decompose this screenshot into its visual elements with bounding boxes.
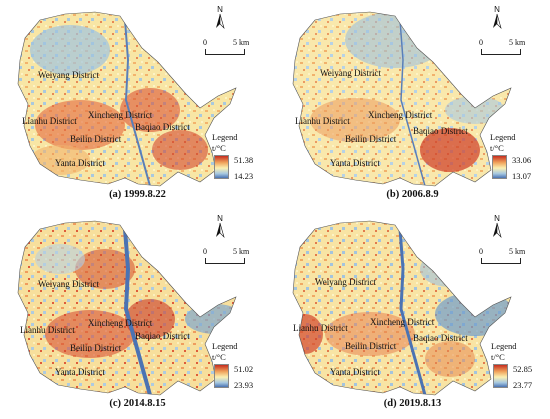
district-label-yanta: Yanta District [55, 367, 105, 377]
legend: Legend t/°C 52.85 23.77 [491, 341, 550, 401]
district-label-weiyang: Weiyang District [320, 68, 382, 78]
legend-unit: t/°C [491, 352, 505, 362]
legend-title: Legend [490, 132, 516, 142]
district-label-yanta: Yanta District [330, 367, 380, 377]
scale-label: 5 km [509, 247, 526, 256]
legend-min: 23.93 [234, 380, 254, 390]
district-label-xincheng: Xincheng District [88, 318, 153, 328]
district-label-beilin: Beilin District [345, 134, 397, 144]
map-panel-b: Weiyang District Lianhu District Xinchen… [275, 0, 550, 209]
scale-label: 5 km [233, 247, 250, 256]
scale-zero: 0 [479, 38, 483, 47]
district-label-yanta: Yanta District [55, 158, 105, 168]
north-arrow-icon [493, 13, 502, 30]
panel-caption: (c) 2014.8.15 [109, 398, 166, 409]
scale-label: 5 km [509, 38, 526, 47]
scale-zero: 0 [479, 247, 483, 256]
scale-line [481, 49, 521, 55]
legend-title: Legend [491, 341, 517, 351]
north-arrow: N [210, 5, 230, 30]
panel-caption: (a) 1999.8.22 [109, 189, 166, 200]
lst-map-c [17, 220, 237, 396]
legend-title: Legend [212, 132, 238, 142]
district-label-beilin: Beilin District [70, 343, 122, 353]
legend-unit: t/°C [490, 143, 504, 153]
scale-zero: 0 [203, 247, 207, 256]
map-panel-d: Weiyang District Lianhu District Xinchen… [275, 209, 550, 418]
district-label-beilin: Beilin District [345, 341, 397, 351]
north-arrow: N [487, 214, 507, 239]
north-letter: N [494, 5, 500, 14]
legend: Legend t/°C 51.02 23.93 [212, 341, 272, 401]
district-label-lianhu: Lianhu District [295, 116, 350, 126]
lst-map-d [292, 220, 512, 396]
district-label-weiyang: Weiyang District [38, 70, 100, 80]
scale-label: 5 km [233, 38, 250, 47]
scale-zero: 0 [203, 38, 207, 47]
legend-min: 14.23 [234, 171, 254, 181]
legend-min: 23.77 [513, 380, 533, 390]
district-label-xincheng: Xincheng District [88, 110, 153, 120]
north-arrow-icon [216, 222, 225, 239]
district-label-lianhu: Lianhu District [293, 323, 348, 333]
lst-map-b [292, 11, 512, 187]
district-label-weiyang: Weiyang District [315, 277, 377, 287]
north-letter: N [494, 214, 500, 223]
district-label-lianhu: Lianhu District [20, 325, 75, 335]
legend-max: 33.06 [512, 155, 532, 165]
district-label-lianhu: Lianhu District [22, 116, 77, 126]
north-arrow-icon [493, 222, 502, 239]
panel-caption: (d) 2019.8.13 [383, 398, 442, 409]
district-label-beilin: Beilin District [70, 134, 122, 144]
legend-color-ramp [492, 155, 507, 179]
district-label-baqiao: Baqiao District [135, 122, 190, 132]
district-label-baqiao: Baqiao District [413, 126, 468, 136]
district-label-xincheng: Xincheng District [370, 317, 435, 327]
north-arrow: N [210, 214, 230, 239]
scale-line [205, 49, 245, 55]
panel-caption: (b) 2006.8.9 [386, 189, 439, 200]
legend-max: 51.02 [234, 364, 254, 374]
legend: Legend t/°C 33.06 13.07 [490, 132, 550, 192]
scale-bar: 0 5 km [203, 38, 265, 58]
legend-max: 52.85 [513, 364, 533, 374]
scale-line [205, 258, 245, 264]
scale-bar: 0 5 km [479, 247, 541, 267]
scale-line [481, 258, 521, 264]
map-panel-a: Weiyang District Lianhu District Xinchen… [0, 0, 275, 209]
legend-min: 13.07 [512, 171, 532, 181]
scale-bar: 0 5 km [203, 247, 265, 267]
legend-unit: t/°C [212, 143, 226, 153]
legend-color-ramp [493, 364, 508, 388]
district-label-baqiao: Baqiao District [413, 333, 468, 343]
legend-max: 51.38 [234, 155, 254, 165]
legend: Legend t/°C 51.38 14.23 [212, 132, 272, 192]
district-label-xincheng: Xincheng District [368, 110, 433, 120]
legend-color-ramp [214, 364, 229, 388]
legend-unit: t/°C [212, 352, 226, 362]
scale-bar: 0 5 km [479, 38, 541, 58]
district-label-weiyang: Weiyang District [38, 279, 100, 289]
legend-color-ramp [214, 155, 229, 179]
legend-title: Legend [212, 341, 238, 351]
district-label-yanta: Yanta District [330, 158, 380, 168]
north-letter: N [217, 5, 223, 14]
north-arrow: N [487, 5, 507, 30]
district-label-baqiao: Baqiao District [135, 331, 190, 341]
north-arrow-icon [216, 13, 225, 30]
map-panel-c: Weiyang District Lianhu District Xinchen… [0, 209, 275, 418]
lst-map-a [17, 11, 237, 187]
north-letter: N [217, 214, 223, 223]
